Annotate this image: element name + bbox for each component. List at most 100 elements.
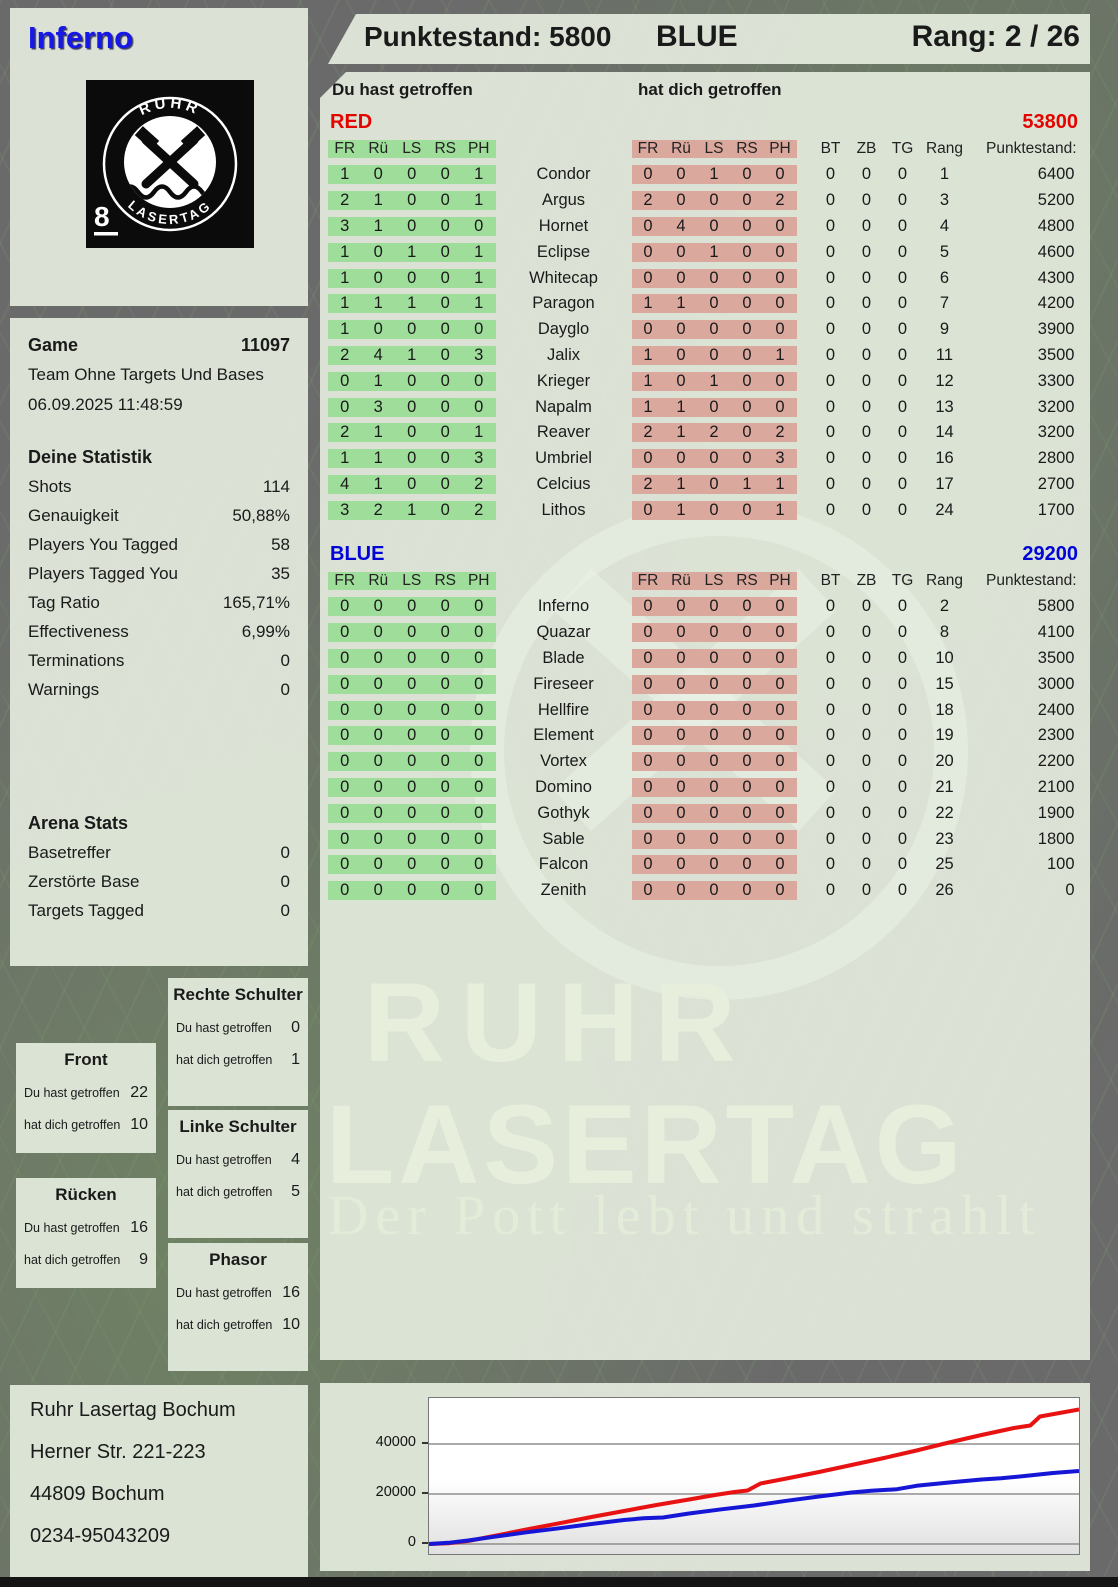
hit-you-cell: 3 <box>328 216 362 236</box>
zb-cell: 0 <box>861 500 872 519</box>
hit-them-cell: 0 <box>664 623 698 643</box>
hit-you-cell: 0 <box>462 371 496 391</box>
hit-them-cell: 0 <box>664 674 698 694</box>
zb-cell: 0 <box>861 294 872 313</box>
hit-them-cell: 0 <box>730 829 764 849</box>
zb-cell: 0 <box>861 623 872 642</box>
wave-icon <box>124 184 216 200</box>
hit-you-cell: 0 <box>361 648 395 668</box>
hit-you-cell: 0 <box>462 752 496 772</box>
team-total-blue: 29200 <box>1022 542 1078 565</box>
bt-cell: 0 <box>825 371 836 390</box>
punktestand-cell: 3500 <box>1037 648 1075 667</box>
hit-you-cell: 1 <box>361 449 395 469</box>
tg-cell: 0 <box>897 726 908 745</box>
hit-you-cell: 0 <box>328 752 362 772</box>
body-panel-du-row: Du hast getroffen 16 <box>168 1284 308 1302</box>
body-panel-phasor: Phasor Du hast getroffen 16 hat dich getrof… <box>168 1243 308 1371</box>
hit-you-cell: 0 <box>428 423 462 443</box>
hit-you-cell: 0 <box>395 623 429 643</box>
player-name-cell: Napalm <box>535 397 592 416</box>
zb-cell: 0 <box>861 423 872 442</box>
stat-row: Players Tagged You 35 <box>28 559 290 588</box>
bt-cell: 0 <box>825 165 836 184</box>
hit-you-cell: 0 <box>428 855 462 875</box>
stat-label: Zerstörte Base <box>28 871 140 891</box>
bt-cell: 0 <box>825 423 836 442</box>
hit-you-cell: 0 <box>462 623 496 643</box>
col-header-them: LS <box>697 572 731 590</box>
hit-you-cell: 1 <box>361 371 395 391</box>
hit-them-cell: 0 <box>763 855 797 875</box>
arena-stats-rows: Basetreffer 0 Zerstörte Base 0 Targets Tagge… <box>28 838 290 925</box>
col-header-right: Rang <box>925 572 964 589</box>
team-label-row: RED 53800 <box>328 108 1082 136</box>
hit-them-cell: 0 <box>664 320 698 340</box>
hit-you-cell: 0 <box>428 449 462 469</box>
hit-them-cell: 0 <box>763 371 797 391</box>
hit-them-cell: 0 <box>730 423 764 443</box>
rang-cell: 21 <box>935 777 954 796</box>
hit-them-cell: 0 <box>631 216 665 236</box>
rang-cell: 8 <box>939 623 950 642</box>
hat-dich-getroffen-value: 10 <box>282 1316 300 1333</box>
table-row: 0 0 0 0 0 Sable 0 0 0 0 0 0 0 0 23 1800 <box>328 826 1082 852</box>
hat-dich-getroffen-label: hat dich getroffen <box>176 1053 273 1067</box>
hit-them-cell: 0 <box>763 242 797 262</box>
hat-dich-getroffen-value: 5 <box>291 1183 300 1200</box>
hit-you-cell: 0 <box>428 829 462 849</box>
address-line: Ruhr Lasertag Bochum <box>30 1399 236 1421</box>
zb-cell: 0 <box>861 700 872 719</box>
hit-you-cell: 0 <box>361 752 395 772</box>
player-name-cell: Condor <box>536 165 591 184</box>
table-row: 0 0 0 0 0 Element 0 0 0 0 0 0 0 0 19 2300 <box>328 723 1082 749</box>
hit-them-cell: 0 <box>730 165 764 185</box>
hit-them-cell: 0 <box>697 268 731 288</box>
col-header-you: LS <box>395 140 429 158</box>
hit-you-cell: 1 <box>328 242 362 262</box>
hit-you-cell: 0 <box>395 881 429 901</box>
address-line: 0234-95043209 <box>30 1525 171 1547</box>
hit-them-cell: 1 <box>664 500 698 520</box>
body-panel-ruecken: Rücken Du hast getroffen 16 hat dich getrof… <box>16 1178 156 1288</box>
stat-value: 35 <box>271 563 290 583</box>
hit-you-cell: 1 <box>462 294 496 314</box>
punktestand-cell: 5200 <box>1037 191 1075 210</box>
hit-them-cell: 0 <box>664 165 698 185</box>
table-row: 1 0 1 0 1 Eclipse 0 0 1 0 0 0 0 0 5 4600 <box>328 239 1082 265</box>
hit-you-cell: 0 <box>361 165 395 185</box>
hat-dich-getroffen-label: hat dich getroffen <box>176 1185 273 1199</box>
hit-you-cell: 0 <box>428 474 462 494</box>
punktestand-cell: 4100 <box>1037 623 1075 642</box>
player-name-cell: Inferno <box>537 597 590 616</box>
hit-them-cell: 0 <box>730 597 764 617</box>
body-panel-title: Front <box>64 1050 108 1069</box>
hit-them-cell: 0 <box>730 726 764 746</box>
hit-them-cell: 0 <box>697 449 731 469</box>
table-row: 4 1 0 0 2 Celcius 2 1 0 1 1 0 0 0 17 2700 <box>328 472 1082 498</box>
address-line: 44809 Bochum <box>30 1483 165 1505</box>
player-name-cell: Fireseer <box>533 674 594 693</box>
hit-them-cell: 0 <box>697 191 731 211</box>
punktestand-cell: 4300 <box>1037 268 1075 287</box>
punktestand-cell: 2700 <box>1037 474 1075 493</box>
hit-them-cell: 0 <box>763 674 797 694</box>
hit-them-cell: 0 <box>631 320 665 340</box>
hit-them-cell: 1 <box>664 474 698 494</box>
tg-cell: 0 <box>897 597 908 616</box>
hit-you-cell: 2 <box>361 500 395 520</box>
hit-you-cell: 0 <box>462 397 496 417</box>
y-tick-label: 40000 <box>375 1434 416 1450</box>
hit-you-cell: 0 <box>328 397 362 417</box>
col-header-you: PH <box>462 572 496 590</box>
stat-row: Effectiveness 6,99% <box>28 617 290 646</box>
bt-cell: 0 <box>825 474 836 493</box>
table-row: 0 0 0 0 0 Blade 0 0 0 0 0 0 0 0 10 3500 <box>328 646 1082 672</box>
table-row: 2 1 0 0 1 Reaver 2 1 2 0 2 0 0 0 14 3200 <box>328 420 1082 446</box>
hit-them-cell: 0 <box>697 674 731 694</box>
punktestand-cell: 3200 <box>1037 397 1075 416</box>
hit-you-cell: 0 <box>428 623 462 643</box>
hit-them-cell: 0 <box>763 268 797 288</box>
table-row: 0 0 0 0 0 Fireseer 0 0 0 0 0 0 0 0 15 3000 <box>328 671 1082 697</box>
table-row: 0 1 0 0 0 Krieger 1 0 1 0 0 0 0 0 12 3300 <box>328 368 1082 394</box>
